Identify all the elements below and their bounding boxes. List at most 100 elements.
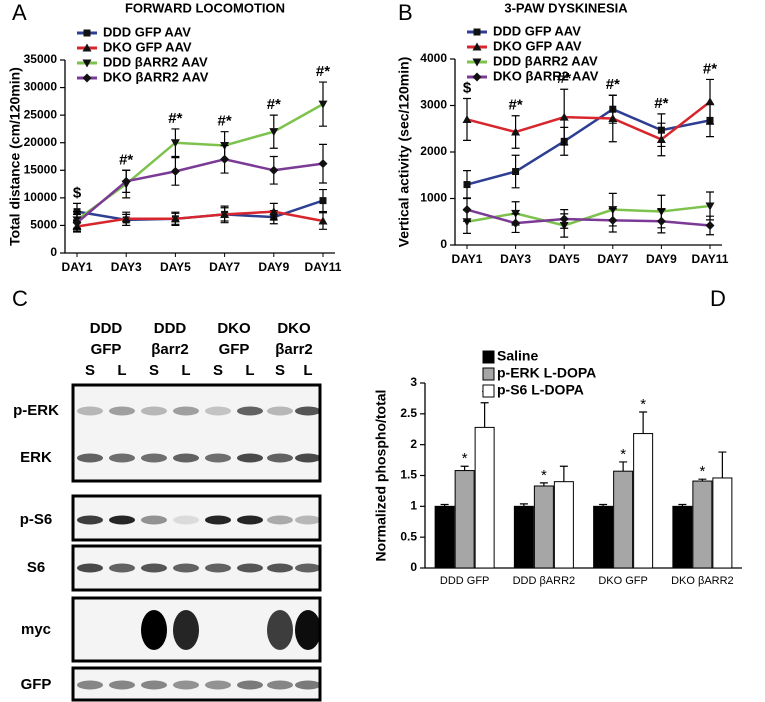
blot-band — [173, 406, 199, 416]
y-tick-label: 35000 — [24, 52, 58, 66]
legend-label: DKO βARR2 AAV — [493, 68, 599, 83]
x-tick-label: DAY9 — [258, 260, 289, 274]
legend-marker — [472, 58, 482, 67]
chart-title: FORWARD LOCOMOTION — [125, 0, 285, 15]
blot-band — [237, 563, 263, 573]
blot-band — [295, 453, 321, 463]
bar — [553, 481, 574, 569]
data-point — [705, 97, 715, 106]
data-point — [318, 159, 328, 169]
bar — [434, 505, 455, 569]
annotation: $ — [463, 79, 472, 96]
blot-band — [267, 610, 293, 650]
data-point — [170, 166, 180, 176]
legend-label: DKO GFP AAV — [493, 38, 582, 53]
group-label: GFP — [219, 341, 250, 358]
bar — [533, 485, 554, 569]
blot-band — [205, 406, 231, 416]
series-line — [466, 208, 711, 227]
blot-band — [141, 406, 167, 416]
row-label: myc — [21, 621, 51, 638]
panel-label: C — [12, 286, 28, 311]
blot-band — [267, 680, 293, 690]
blot-band — [205, 453, 231, 463]
annotation: * — [462, 450, 468, 467]
data-point — [220, 154, 230, 164]
blot-band — [109, 680, 135, 690]
data-point — [318, 100, 328, 109]
series-line — [466, 107, 711, 186]
y-tick-label: 0 — [410, 560, 417, 574]
y-tick-label: 1 — [410, 499, 417, 513]
panel-label: D — [710, 286, 726, 311]
blot-band — [295, 515, 321, 525]
blot-band — [109, 406, 135, 416]
data-point — [220, 209, 230, 218]
row-label: S6 — [27, 559, 45, 576]
blot-band — [237, 515, 263, 525]
legend-label: DDD GFP AAV — [493, 23, 581, 38]
panel-label: B — [398, 0, 413, 25]
blot-band — [77, 453, 103, 463]
blot-band — [267, 406, 293, 416]
annotation: #* — [509, 97, 523, 114]
legend-marker — [82, 43, 92, 52]
data-point — [656, 134, 666, 143]
x-tick-label: DAY5 — [549, 252, 580, 266]
lane-label: S — [213, 362, 223, 379]
legend-marker — [83, 29, 91, 37]
blot-band — [77, 563, 103, 573]
annotation: #* — [218, 113, 232, 130]
blot-band — [109, 563, 135, 573]
x-tick-label: DAY7 — [597, 252, 628, 266]
blot-band — [109, 453, 135, 463]
lane-label: S — [149, 362, 159, 379]
annotation: #* — [557, 70, 571, 87]
series-line — [466, 100, 711, 141]
lane-label: L — [117, 362, 126, 379]
data-point — [511, 218, 521, 228]
data-point — [121, 176, 131, 186]
y-tick-label: 3 — [410, 375, 417, 389]
lane-label: L — [245, 362, 254, 379]
x-tick-label: DAY3 — [111, 260, 142, 274]
bar — [633, 433, 654, 569]
error-bar — [519, 503, 528, 507]
blot-band — [295, 610, 321, 650]
bar — [672, 505, 693, 569]
group-label: DDD — [90, 320, 123, 337]
legend-swatch — [482, 367, 495, 381]
data-point — [608, 215, 618, 225]
data-point — [511, 127, 521, 136]
blot-frame — [71, 383, 322, 483]
series-line — [76, 157, 324, 224]
data-point — [559, 112, 569, 121]
data-point — [170, 214, 180, 223]
annotation: * — [541, 467, 547, 484]
group-label: βarr2 — [275, 341, 313, 358]
error-bar — [718, 451, 727, 478]
annotation: $ — [73, 184, 82, 201]
y-axis-label: Vertical activity (sec/120min) — [396, 57, 412, 248]
annotation: #* — [654, 95, 668, 112]
y-tick-label: 0 — [440, 237, 447, 251]
y-tick-label: 10000 — [24, 190, 58, 204]
annotation: * — [699, 463, 705, 480]
blot-band — [141, 680, 167, 690]
annotation: #* — [267, 96, 281, 113]
series-line — [76, 103, 324, 221]
legend-label: DKO βARR2 AAV — [103, 69, 209, 84]
series-line — [466, 204, 711, 227]
lane-label: S — [85, 362, 95, 379]
data-point — [705, 220, 715, 230]
y-tick-label: 15000 — [24, 162, 58, 176]
legend-swatch — [482, 350, 495, 364]
x-tick-label: DDD βARR2 — [513, 575, 576, 587]
data-point — [319, 197, 327, 205]
legend-label: p-S6 L-DOPA — [497, 382, 584, 398]
data-point — [462, 114, 472, 123]
axis — [64, 60, 335, 254]
blot-band — [141, 453, 167, 463]
annotation: #* — [168, 110, 182, 127]
